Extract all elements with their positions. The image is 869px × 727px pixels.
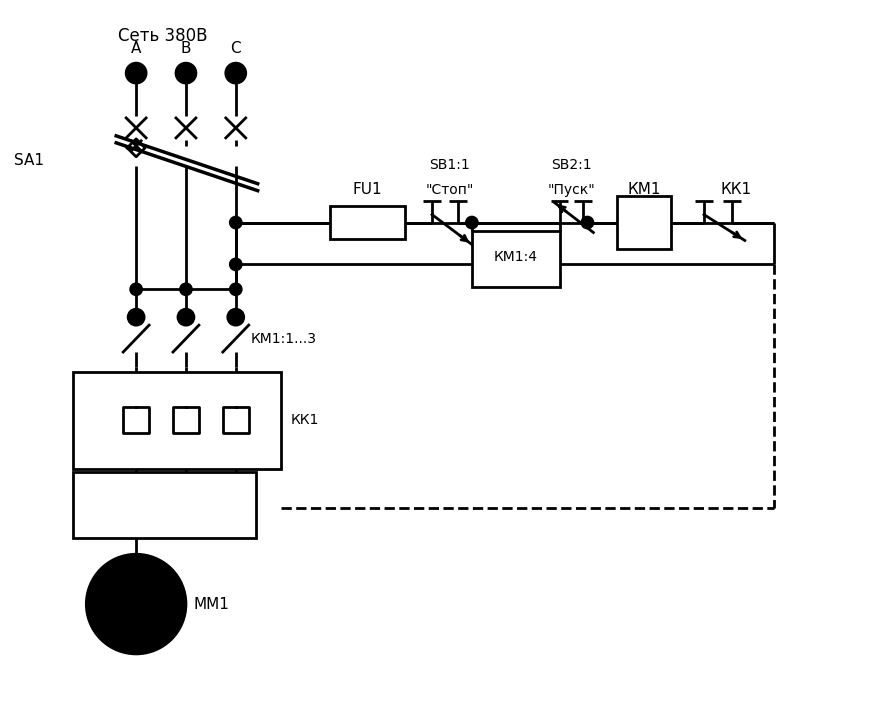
Text: С: С	[230, 41, 241, 56]
Circle shape	[228, 309, 243, 325]
Text: ММ1: ММ1	[194, 597, 229, 611]
Text: КК1: КК1	[290, 413, 319, 427]
Bar	[472, 230, 560, 287]
Text: КМ1: КМ1	[627, 182, 661, 197]
Text: SB2:1: SB2:1	[551, 158, 592, 172]
Circle shape	[226, 63, 246, 83]
Circle shape	[104, 572, 168, 636]
Circle shape	[230, 259, 242, 270]
Circle shape	[128, 309, 144, 325]
Bar	[73, 472, 255, 538]
Text: КМ1:1...3: КМ1:1...3	[250, 332, 316, 346]
Bar	[73, 372, 281, 469]
Circle shape	[230, 217, 242, 228]
Circle shape	[176, 63, 196, 83]
Text: А: А	[131, 41, 142, 56]
Circle shape	[126, 63, 146, 83]
Circle shape	[230, 284, 242, 294]
Text: SB1:1: SB1:1	[429, 158, 470, 172]
Circle shape	[582, 217, 593, 228]
Circle shape	[178, 309, 194, 325]
Text: "Пуск": "Пуск"	[547, 182, 595, 197]
Bar	[330, 206, 405, 239]
Text: В: В	[181, 41, 191, 56]
Text: КК1: КК1	[720, 182, 752, 197]
Circle shape	[86, 554, 186, 654]
Text: "Стоп": "Стоп"	[426, 182, 474, 197]
Circle shape	[467, 217, 477, 228]
Text: КМ1:4: КМ1:4	[494, 250, 538, 264]
Text: SA1: SA1	[14, 153, 43, 168]
Bar	[617, 196, 671, 249]
Circle shape	[181, 284, 191, 294]
Circle shape	[130, 284, 142, 294]
Text: Сеть 380В: Сеть 380В	[118, 27, 208, 45]
Text: FU1: FU1	[353, 182, 382, 197]
